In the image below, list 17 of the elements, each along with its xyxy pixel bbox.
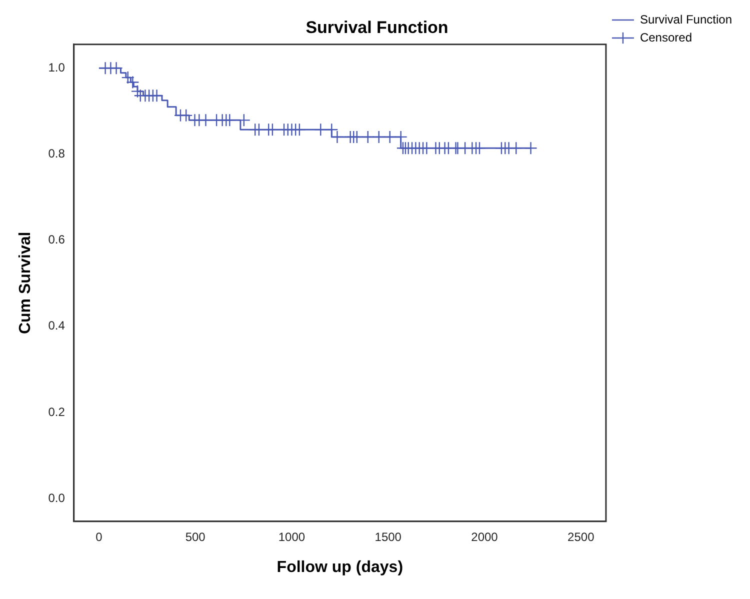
- legend-label: Censored: [640, 30, 692, 44]
- y-tick-label: 0.8: [48, 146, 66, 160]
- y-tick-label: 0.4: [48, 318, 66, 333]
- y-tick-label: 0.2: [48, 404, 66, 419]
- x-tick-label: 1000: [278, 530, 306, 544]
- legend-label: Survival Function: [640, 12, 732, 26]
- y-tick-label: 1.0: [48, 60, 66, 74]
- x-tick-label: 1500: [374, 530, 402, 544]
- x-axis-title: Follow up (days): [276, 558, 404, 576]
- x-tick-label: 2000: [471, 530, 498, 544]
- y-tick-label: 0.6: [48, 232, 66, 247]
- x-tick-label: 0: [96, 530, 103, 544]
- x-tick-label: 500: [185, 530, 206, 544]
- chart-title: Survival Function: [306, 18, 448, 37]
- y-tick-label: 0.0: [48, 490, 66, 505]
- y-axis-title: Cum Survival: [17, 232, 34, 334]
- x-tick-label: 2500: [568, 530, 595, 544]
